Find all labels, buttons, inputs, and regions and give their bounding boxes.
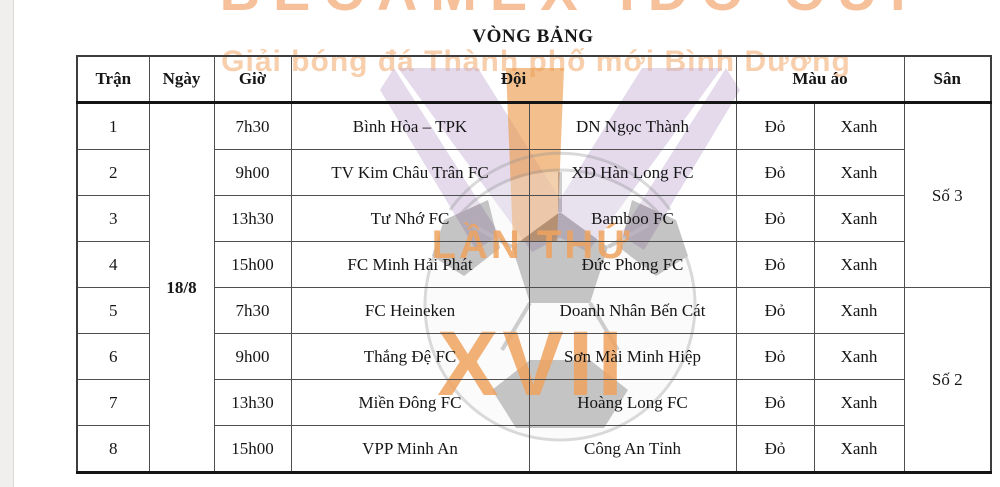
home-team: Thắng Đệ FC bbox=[290, 333, 530, 380]
match-number: 8 bbox=[76, 425, 150, 473]
match-time: 7h30 bbox=[213, 102, 292, 150]
home-team: Bình Hòa – TPK bbox=[290, 102, 530, 150]
home-jersey: Đỏ bbox=[735, 149, 815, 196]
match-time: 9h00 bbox=[213, 149, 292, 196]
away-jersey: Xanh bbox=[813, 241, 905, 288]
match-number: 2 bbox=[76, 149, 150, 196]
away-jersey: Xanh bbox=[813, 425, 905, 473]
away-jersey: Xanh bbox=[813, 379, 905, 426]
field-label: Số 3 bbox=[903, 102, 992, 288]
table-row: 4 15h00 FC Minh Hải Phát Đức Phong FC Đỏ… bbox=[76, 241, 991, 288]
header-match: Trận bbox=[76, 55, 150, 104]
home-jersey: Đỏ bbox=[735, 287, 815, 334]
home-jersey: Đỏ bbox=[735, 241, 815, 288]
table-row: 8 15h00 VPP Minh An Công An Tỉnh Đỏ Xanh bbox=[76, 425, 991, 473]
home-team: FC Heineken bbox=[290, 287, 530, 334]
page-edge bbox=[0, 0, 14, 487]
header-jersey: Màu áo bbox=[735, 55, 905, 104]
home-team: Tư Nhớ FC bbox=[290, 195, 530, 242]
away-team: Hoàng Long FC bbox=[528, 379, 737, 426]
away-team: DN Ngọc Thành bbox=[528, 102, 737, 150]
page-title: VÒNG BẢNG bbox=[472, 26, 594, 47]
match-time: 15h00 bbox=[213, 425, 292, 473]
away-jersey: Xanh bbox=[813, 287, 905, 334]
schedule-table-container: Trận Ngày Giờ Đội Màu áo Sân 1 18/8 7h30… bbox=[76, 55, 992, 474]
away-jersey: Xanh bbox=[813, 195, 905, 242]
away-team: Bamboo FC bbox=[528, 195, 737, 242]
watermark-top-text: BECAMEX IDC CUP bbox=[140, 0, 1000, 23]
table-row: 2 9h00 TV Kim Châu Trân FC XD Hàn Long F… bbox=[76, 149, 991, 196]
match-number: 7 bbox=[76, 379, 150, 426]
table-row: 7 13h30 Miền Đông FC Hoàng Long FC Đỏ Xa… bbox=[76, 379, 991, 426]
home-jersey: Đỏ bbox=[735, 333, 815, 380]
header-time: Giờ bbox=[213, 55, 292, 104]
away-team: Đức Phong FC bbox=[528, 241, 737, 288]
home-team: TV Kim Châu Trân FC bbox=[290, 149, 530, 196]
match-time: 15h00 bbox=[213, 241, 292, 288]
home-jersey: Đỏ bbox=[735, 379, 815, 426]
away-jersey: Xanh bbox=[813, 102, 905, 150]
field-label: Số 2 bbox=[903, 287, 992, 473]
home-team: Miền Đông FC bbox=[290, 379, 530, 426]
home-team: VPP Minh An bbox=[290, 425, 530, 473]
away-jersey: Xanh bbox=[813, 333, 905, 380]
header-date: Ngày bbox=[148, 55, 215, 104]
match-number: 6 bbox=[76, 333, 150, 380]
header-row: Trận Ngày Giờ Đội Màu áo Sân bbox=[76, 55, 992, 104]
away-team: Sơn Mài Minh Hiệp bbox=[528, 333, 737, 380]
home-jersey: Đỏ bbox=[735, 195, 815, 242]
header-field: Sân bbox=[903, 55, 992, 104]
home-jersey: Đỏ bbox=[735, 425, 815, 473]
home-team: FC Minh Hải Phát bbox=[290, 241, 530, 288]
match-date: 18/8 bbox=[148, 102, 215, 473]
match-number: 5 bbox=[76, 287, 150, 334]
header-team: Đội bbox=[290, 55, 737, 104]
away-team: Doanh Nhân Bến Cát bbox=[528, 287, 737, 334]
schedule-table: Trận Ngày Giờ Đội Màu áo Sân 1 18/8 7h30… bbox=[76, 55, 992, 474]
match-time: 13h30 bbox=[213, 195, 292, 242]
table-row: 5 7h30 FC Heineken Doanh Nhân Bến Cát Đỏ… bbox=[76, 287, 992, 473]
match-time: 9h00 bbox=[213, 333, 292, 380]
table-row: 1 18/8 7h30 Bình Hòa – TPK DN Ngọc Thành… bbox=[76, 102, 992, 473]
table-row: 3 13h30 Tư Nhớ FC Bamboo FC Đỏ Xanh bbox=[76, 195, 991, 242]
match-time: 7h30 bbox=[213, 287, 292, 334]
match-number: 1 bbox=[76, 102, 150, 150]
away-team: Công An Tỉnh bbox=[528, 425, 737, 473]
match-number: 3 bbox=[76, 195, 150, 242]
away-team: XD Hàn Long FC bbox=[528, 149, 737, 196]
match-number: 4 bbox=[76, 241, 150, 288]
table-row: 6 9h00 Thắng Đệ FC Sơn Mài Minh Hiệp Đỏ … bbox=[76, 333, 991, 380]
away-jersey: Xanh bbox=[813, 149, 905, 196]
match-time: 13h30 bbox=[213, 379, 292, 426]
home-jersey: Đỏ bbox=[735, 102, 815, 150]
